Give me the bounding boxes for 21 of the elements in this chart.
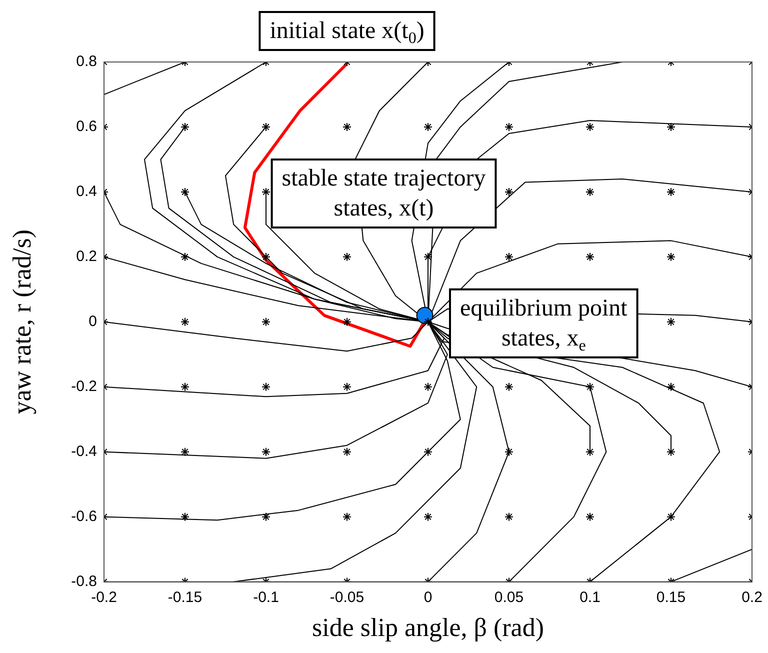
x-tick-label: 0.15 — [656, 588, 686, 606]
x-tick-label: 0.1 — [580, 588, 600, 606]
y-tick-label: 0.4 — [76, 183, 97, 200]
x-tick-label: -0.1 — [253, 588, 279, 606]
y-tick-label: -0.2 — [71, 378, 97, 396]
y-tick-label: 0.8 — [76, 53, 97, 70]
x-tick-label: 0 — [424, 588, 432, 606]
annotation: stable state trajectory states, x(t) — [282, 165, 486, 222]
y-axis-title: yaw rate, r (rad/s) — [7, 230, 36, 414]
x-tick-label: -0.05 — [330, 588, 364, 606]
x-tick-label: 0.2 — [742, 588, 762, 606]
y-tick-label: -0.4 — [71, 442, 97, 460]
y-tick-label: 0 — [88, 313, 97, 330]
y-tick-label: 0.2 — [76, 248, 97, 266]
y-tick-label: -0.6 — [71, 508, 97, 525]
x-axis-title: side slip angle, β (rad) — [312, 613, 544, 642]
x-tick-label: 0.05 — [494, 588, 524, 606]
x-tick-label: -0.2 — [91, 588, 117, 606]
y-tick-label: -0.8 — [71, 572, 97, 590]
x-tick-label: -0.15 — [168, 588, 202, 606]
y-tick-label: 0.6 — [76, 118, 97, 136]
